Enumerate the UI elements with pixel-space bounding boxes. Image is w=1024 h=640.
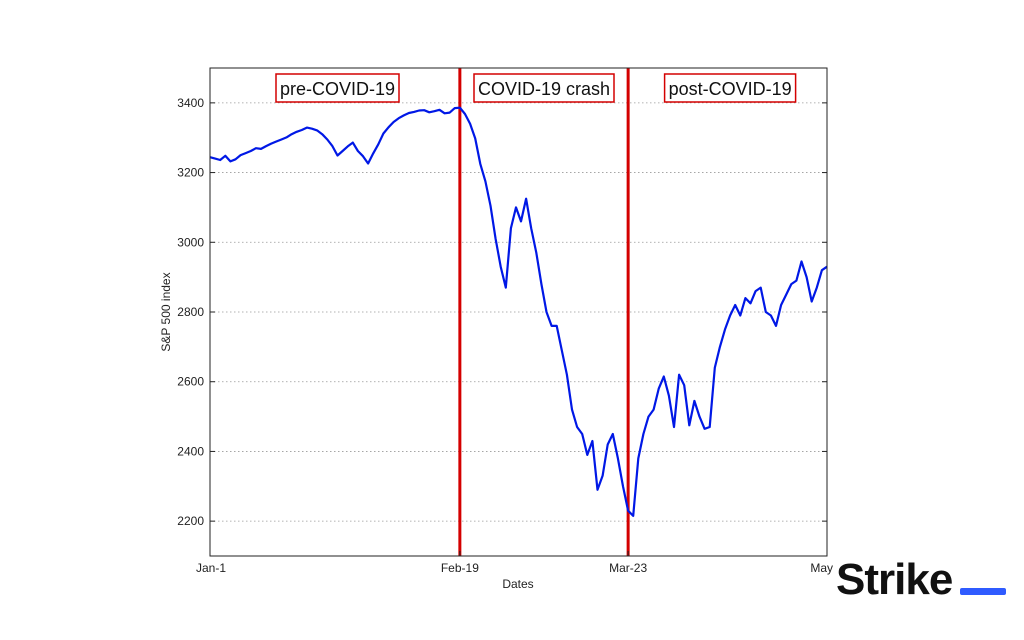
- annotation-box: COVID-19 crash: [473, 73, 615, 103]
- y-tick-label: 3400: [177, 96, 204, 110]
- annotation-border: [663, 73, 797, 103]
- y-tick-label: 3200: [177, 166, 204, 180]
- y-axis-label: S&P 500 index: [159, 272, 173, 351]
- brand-accent-bar: [960, 588, 1006, 595]
- x-tick-label: Feb-19: [441, 561, 479, 575]
- y-tick-label: 2600: [177, 375, 204, 389]
- y-tick-label: 2400: [177, 444, 204, 458]
- y-ticks: 2200 2400 2600 2800 3000 3200 3400: [177, 96, 827, 528]
- annotation-label: post-COVID-19: [669, 79, 792, 99]
- series-layer: [209, 106, 828, 517]
- x-tick-label: Jan-1: [196, 561, 226, 575]
- annotation-box: pre-COVID-19: [275, 73, 400, 103]
- x-ticks: Jan-1 Feb-19 Mar-23 May: [196, 551, 833, 575]
- period-annotations: pre-COVID-19 COVID-19 crash post-COVID-19: [275, 73, 797, 103]
- annotation-box: post-COVID-19: [663, 73, 797, 103]
- x-tick-label: May: [810, 561, 833, 575]
- annotation-label: pre-COVID-19: [280, 79, 395, 99]
- event-markers: [458, 68, 630, 556]
- x-tick-label: Mar-23: [609, 561, 647, 575]
- gridlines: [210, 102, 827, 522]
- sp500-series-line: [209, 106, 828, 517]
- annotation-label: COVID-19 crash: [478, 79, 610, 99]
- brand-logo-text: Strike: [836, 555, 953, 604]
- annotation-border: [275, 73, 400, 103]
- y-tick-label: 3000: [177, 235, 204, 249]
- brand-logo: Strike: [836, 555, 1006, 604]
- x-axis-label: Dates: [502, 577, 533, 591]
- annotation-border: [473, 73, 615, 103]
- y-tick-label: 2800: [177, 305, 204, 319]
- y-tick-label: 2200: [177, 514, 204, 528]
